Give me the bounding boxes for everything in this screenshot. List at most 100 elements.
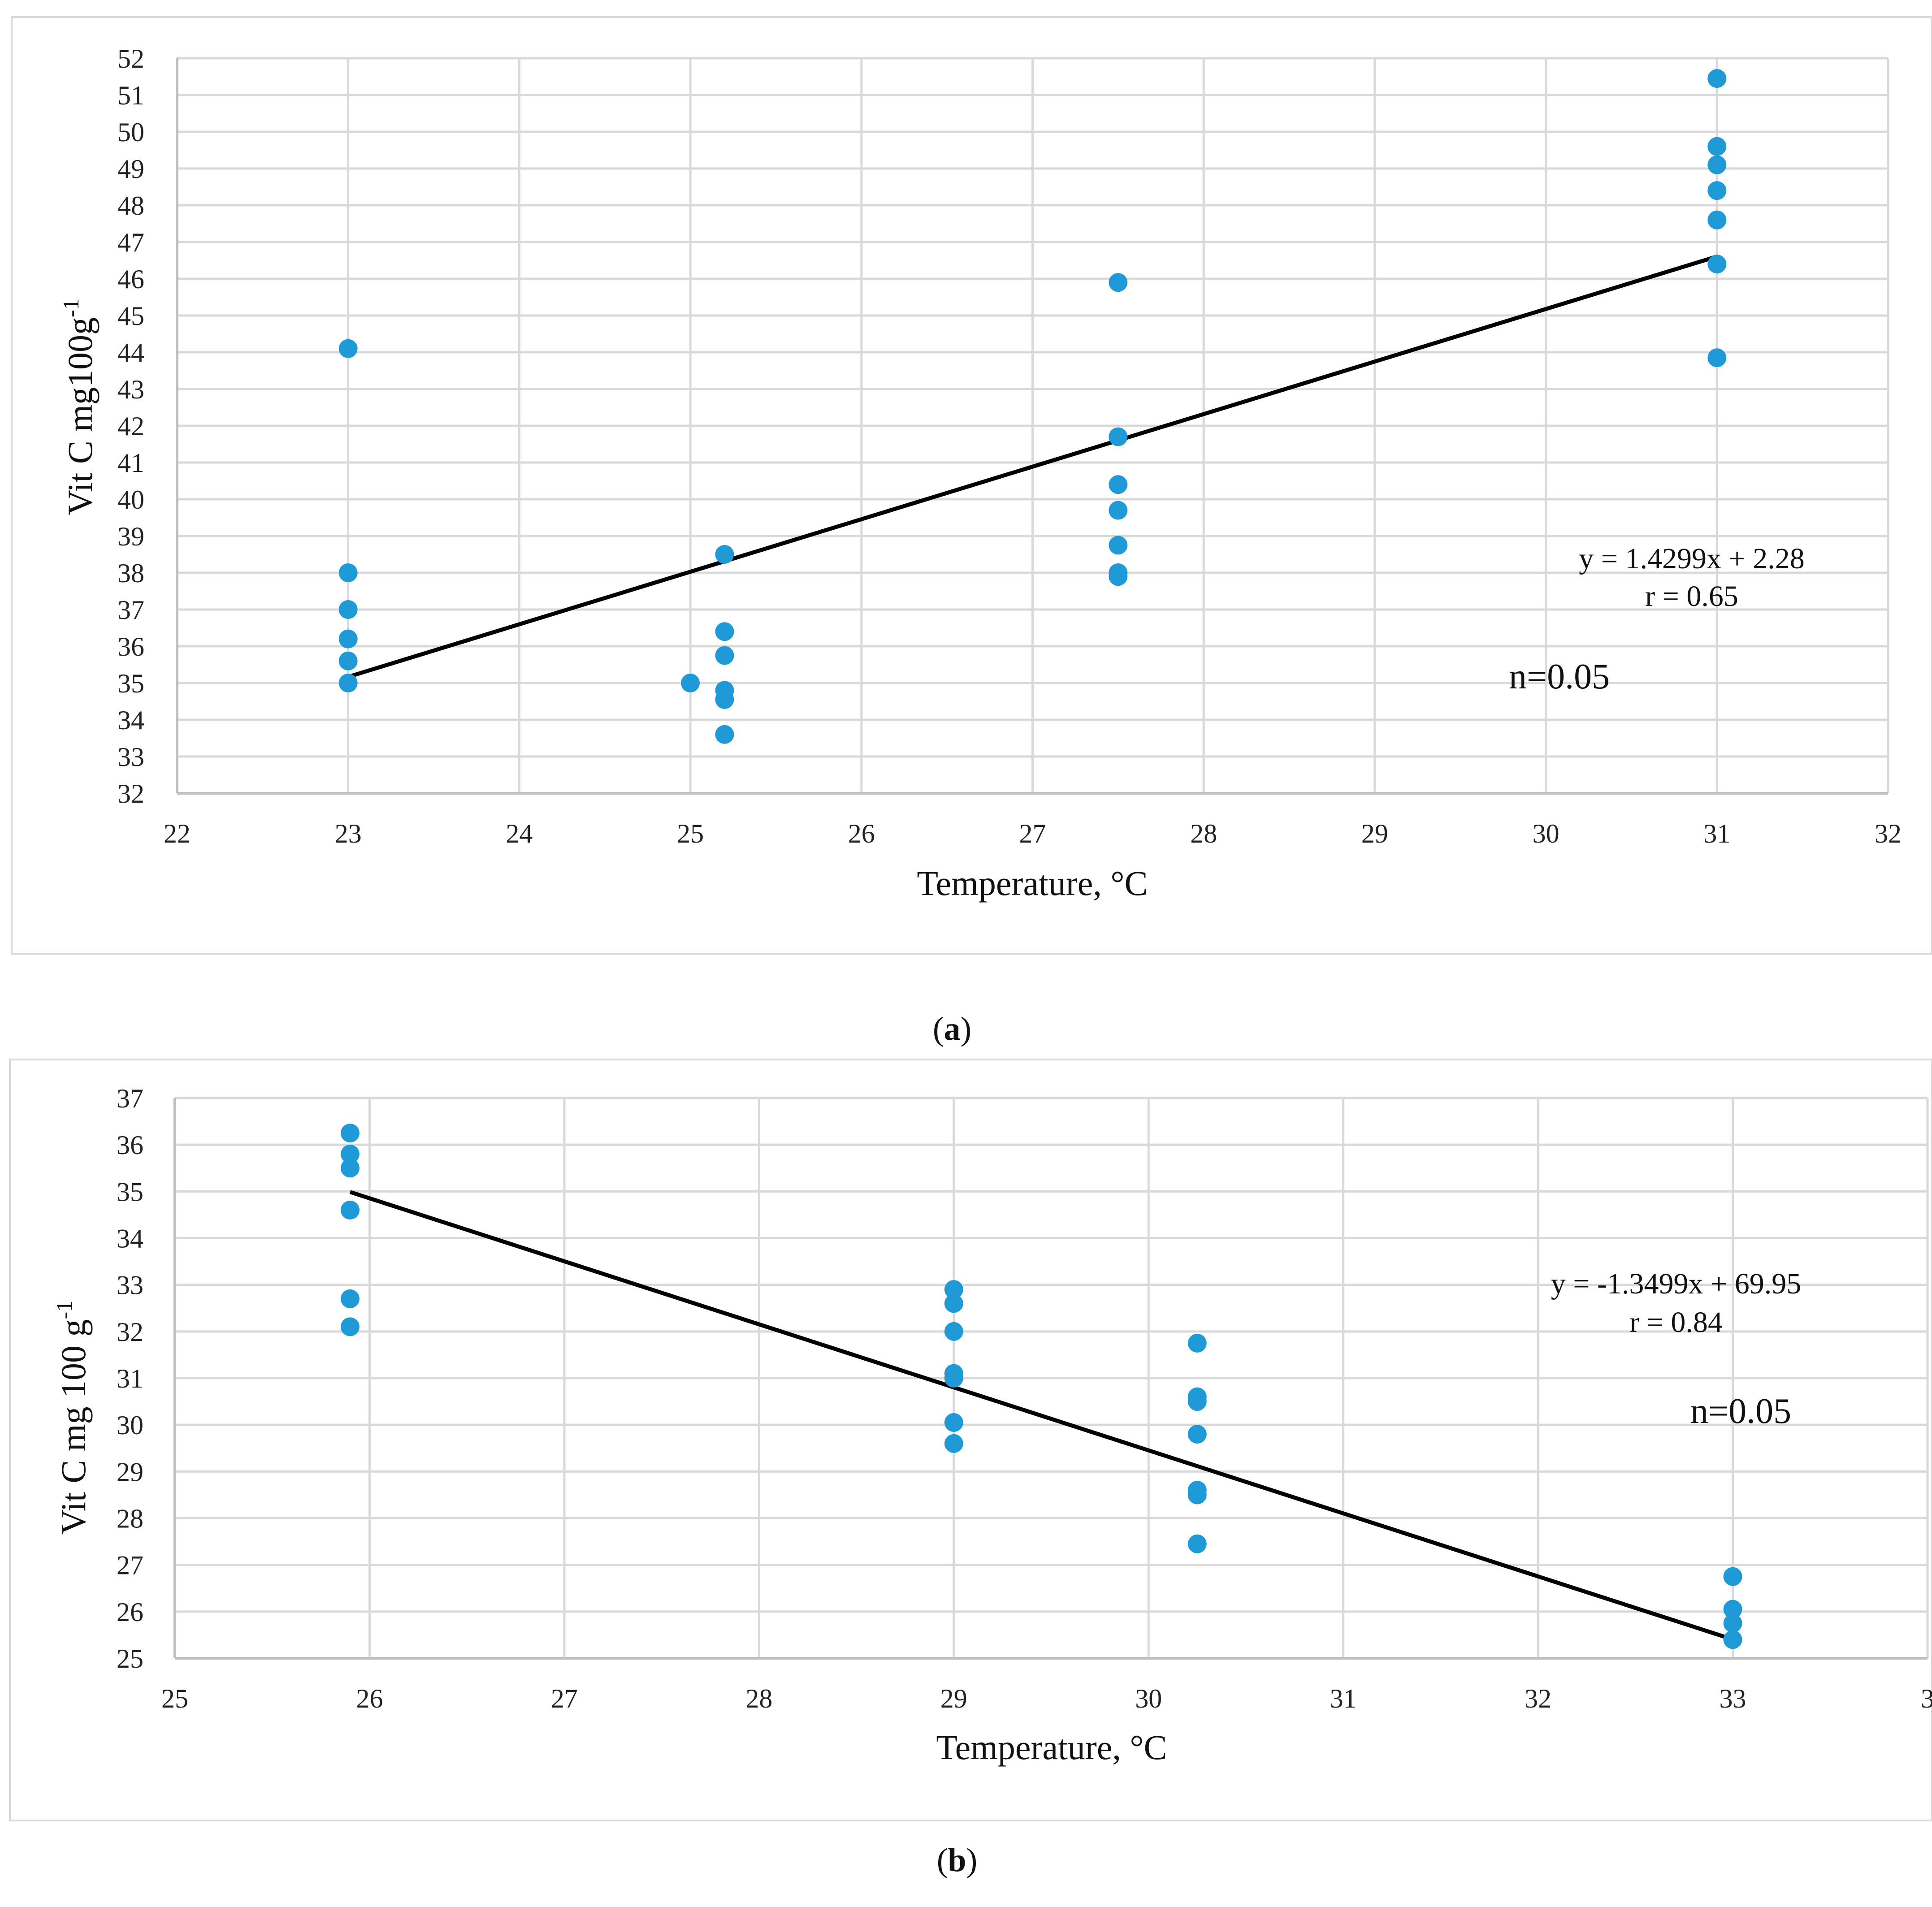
chart-a-point-24 bbox=[1707, 210, 1727, 229]
chart-b-y-tick-35: 35 bbox=[117, 1177, 143, 1206]
chart-a-y-tick-35: 35 bbox=[117, 669, 144, 698]
chart-a-point-26 bbox=[1707, 348, 1727, 368]
chart-b-point-12 bbox=[944, 1413, 963, 1432]
chart-a: 32 33 34 35 36 37 38 39 40 41 42 43 44 45 46 47 48 49 50 51… bbox=[11, 16, 1932, 955]
chart-a-y-tick-45: 45 bbox=[117, 301, 144, 331]
chart-a-x-tick-27: 27 bbox=[1019, 819, 1046, 848]
chart-a-y-tick-44: 44 bbox=[117, 338, 144, 368]
chart-b-y-tick-27: 27 bbox=[117, 1551, 143, 1580]
chart-b-point-1 bbox=[341, 1145, 360, 1163]
chart-b-frame bbox=[9, 1059, 1932, 1821]
chart-b-point-9 bbox=[944, 1322, 963, 1341]
chart-a-point-6 bbox=[681, 674, 700, 692]
chart-b-point-22 bbox=[1723, 1600, 1742, 1619]
chart-b-x-tick-27: 27 bbox=[551, 1684, 578, 1713]
chart-a-point-12 bbox=[715, 725, 734, 744]
chart-a-y-tick-40: 40 bbox=[117, 485, 144, 515]
chart-b-x-axis-title: Temperature, °C bbox=[936, 1728, 1167, 1767]
chart-a-equation-line-2: r = 0.65 bbox=[1645, 580, 1738, 613]
chart-b-y-tick-33: 33 bbox=[117, 1271, 143, 1300]
chart-a-point-3 bbox=[338, 629, 358, 649]
chart-a-x-tick-29: 29 bbox=[1361, 819, 1388, 848]
chart-a-y-tick-32: 32 bbox=[117, 779, 144, 809]
chart-a-note: n=0.05 bbox=[1509, 657, 1610, 696]
chart-a-point-5 bbox=[338, 674, 358, 692]
chart-b-y-axis-title: Vit C mg 100 g-1 bbox=[52, 1301, 93, 1535]
chart-b-equation-line-1: y = -1.3499x + 69.95 bbox=[1551, 1267, 1801, 1300]
chart-b-point-2 bbox=[341, 1159, 360, 1178]
chart-a-x-tick-28: 28 bbox=[1190, 819, 1217, 848]
panel-label-b-close: ) bbox=[966, 1842, 978, 1879]
chart-b-y-tick-28: 28 bbox=[117, 1504, 143, 1534]
chart-a-point-14 bbox=[1109, 427, 1128, 446]
chart-a-point-19 bbox=[1109, 567, 1128, 586]
chart-b-y-tick-30: 30 bbox=[117, 1410, 143, 1440]
panel-label-a-letter: a bbox=[944, 1011, 961, 1047]
chart-b-point-19 bbox=[1187, 1485, 1207, 1505]
chart-b-y-axis-title-main: Vit C mg 100 g bbox=[54, 1319, 93, 1535]
chart-a-y-axis-title-sup: -1 bbox=[58, 298, 83, 317]
panel-label-a-close: ) bbox=[961, 1011, 972, 1047]
chart-a-x-tick-32: 32 bbox=[1875, 819, 1902, 848]
chart-b-x-tick-30: 30 bbox=[1135, 1684, 1162, 1713]
chart-a-y-tick-51: 51 bbox=[117, 81, 144, 110]
chart-b-point-24 bbox=[1723, 1630, 1742, 1649]
chart-a-x-tick-24: 24 bbox=[506, 819, 533, 848]
chart-a-y-tick-47: 47 bbox=[117, 228, 144, 257]
chart-a-tick-labels: 32 33 34 35 36 37 38 39 40 41 42 43 44 45 46 47 48 49 50 51… bbox=[117, 44, 1902, 848]
chart-b-x-tick-32: 32 bbox=[1525, 1684, 1551, 1713]
chart-b-y-tick-36: 36 bbox=[117, 1130, 143, 1160]
chart-b-y-tick-32: 32 bbox=[117, 1317, 143, 1347]
chart-b-y-axis-title-sup: -1 bbox=[52, 1301, 77, 1319]
chart-a-y-tick-38: 38 bbox=[117, 558, 144, 588]
chart-a-point-0 bbox=[338, 339, 358, 358]
chart-a-point-2 bbox=[338, 600, 358, 619]
chart-b-y-tick-29: 29 bbox=[117, 1457, 143, 1487]
chart-a-y-tick-48: 48 bbox=[117, 191, 144, 221]
chart-b-point-4 bbox=[341, 1201, 360, 1219]
chart-b-x-tick-25: 25 bbox=[161, 1684, 188, 1713]
chart-a-point-9 bbox=[715, 646, 734, 665]
chart-b-point-20 bbox=[1187, 1534, 1207, 1553]
chart-b-point-17 bbox=[1187, 1425, 1207, 1444]
chart-a-point-16 bbox=[1109, 501, 1128, 520]
chart-a-point-21 bbox=[1707, 137, 1727, 156]
chart-b-axes bbox=[173, 1098, 1928, 1660]
chart-b-y-tick-34: 34 bbox=[117, 1224, 143, 1254]
chart-b-y-tick-25: 25 bbox=[117, 1644, 143, 1673]
chart-a-y-tick-49: 49 bbox=[117, 154, 144, 184]
chart-a-point-11 bbox=[715, 690, 734, 709]
chart-a-x-tick-26: 26 bbox=[848, 819, 875, 848]
chart-a-y-tick-52: 52 bbox=[117, 44, 144, 74]
chart-a-y-axis-title: Vit C mg100g-1 bbox=[58, 298, 100, 515]
chart-b-y-tick-26: 26 bbox=[117, 1597, 143, 1627]
chart-a-x-tick-22: 22 bbox=[164, 819, 191, 848]
chart-b-point-23 bbox=[1723, 1613, 1742, 1633]
chart-a-y-tick-46: 46 bbox=[117, 264, 144, 294]
panel-label-b-open: ( bbox=[937, 1842, 948, 1879]
chart-a-gridlines bbox=[176, 57, 1889, 793]
chart-b-x-tick-33: 33 bbox=[1720, 1684, 1746, 1713]
chart-a-point-1 bbox=[338, 563, 358, 582]
chart-a-x-tick-30: 30 bbox=[1533, 819, 1559, 848]
chart-a-point-4 bbox=[338, 651, 358, 670]
chart-a-y-axis-title-main: Vit C mg100g bbox=[61, 317, 100, 515]
chart-b-point-21 bbox=[1723, 1567, 1742, 1586]
chart-a-y-tick-50: 50 bbox=[117, 117, 144, 147]
chart-b-equation-line-2: r = 0.84 bbox=[1629, 1306, 1723, 1339]
chart-b-gridlines bbox=[173, 1097, 1929, 1658]
chart-a-point-7 bbox=[715, 545, 734, 564]
chart-a-y-tick-39: 39 bbox=[117, 522, 144, 551]
chart-b-point-8 bbox=[944, 1294, 963, 1313]
chart-b-x-tick-34: 3 bbox=[1921, 1684, 1932, 1713]
chart-a-x-tick-25: 25 bbox=[677, 819, 704, 848]
chart-a-y-tick-42: 42 bbox=[117, 411, 144, 441]
chart-a-x-axis-title: Temperature, °C bbox=[917, 864, 1148, 903]
chart-a-point-15 bbox=[1109, 475, 1128, 494]
chart-a-point-22 bbox=[1707, 155, 1727, 174]
panel-label-a-open: ( bbox=[933, 1011, 944, 1047]
chart-b-tick-labels: 25 26 27 28 29 30 31 32 33 34 35 36 37 25 26 27 28 29 30 31… bbox=[117, 1084, 1932, 1713]
chart-b-point-13 bbox=[944, 1434, 963, 1453]
chart-b-note: n=0.05 bbox=[1690, 1392, 1791, 1431]
